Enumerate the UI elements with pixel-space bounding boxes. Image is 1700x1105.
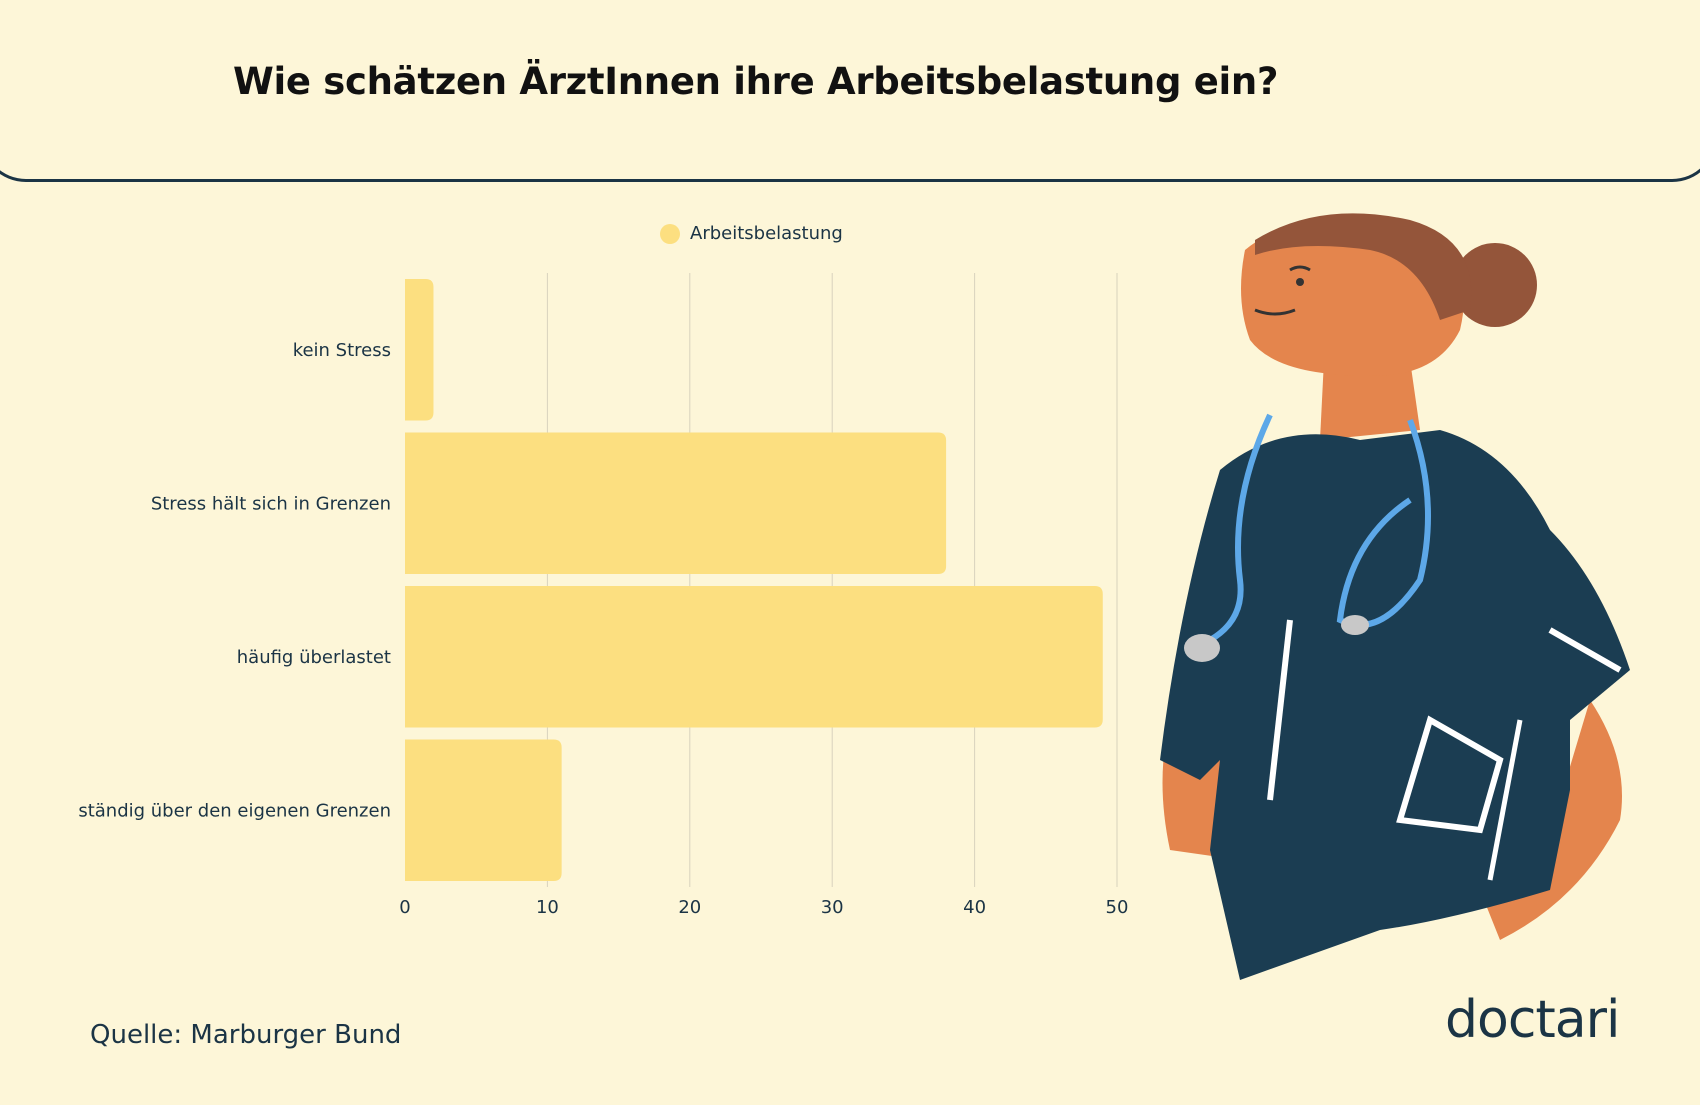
- category-label: Stress hält sich in Grenzen: [151, 493, 391, 514]
- bar: [405, 586, 1103, 728]
- x-tick-label: 20: [678, 897, 701, 918]
- bar: [405, 739, 562, 881]
- source-note: Quelle: Marburger Bund: [90, 1020, 402, 1050]
- doctari-logo: doctari: [1445, 990, 1620, 1050]
- bar: [405, 432, 947, 574]
- category-label: kein Stress: [293, 340, 391, 361]
- page-title: Wie schätzen ÄrztInnen ihre Arbeitsbelas…: [233, 60, 1279, 103]
- x-tick-label: 0: [399, 897, 410, 918]
- category-label: häufig überlastet: [237, 647, 391, 668]
- header-frame: [0, 0, 1700, 182]
- legend-swatch: [660, 223, 680, 244]
- nurse-illustration: [1160, 213, 1630, 980]
- bar-chart: 0 10 20 30 40 50 kein Stress Stress hält sich i…: [78, 273, 1129, 918]
- x-tick-label: 10: [536, 897, 559, 918]
- x-tick-label: 50: [1106, 897, 1129, 918]
- bar: [405, 279, 434, 421]
- x-tick-label: 30: [821, 897, 844, 918]
- x-tick-label: 40: [963, 897, 986, 918]
- legend: Arbeitsbelastung: [660, 223, 843, 244]
- legend-label: Arbeitsbelastung: [690, 223, 843, 244]
- category-label: ständig über den eigenen Grenzen: [78, 800, 391, 821]
